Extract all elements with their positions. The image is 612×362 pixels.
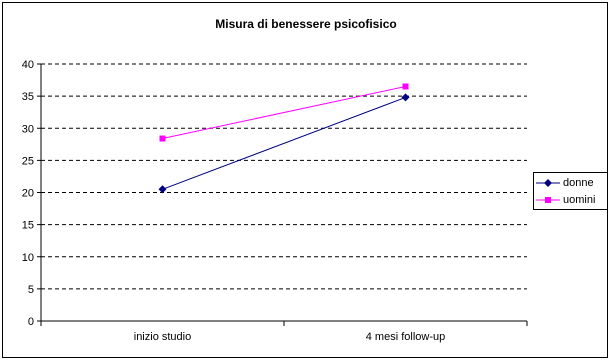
legend-item-donne: donne [536, 175, 594, 191]
x-tick-label-0: inizio studio [134, 331, 191, 343]
legend-marker-uomini [536, 197, 560, 203]
point-donne-0 [158, 185, 167, 194]
chart-title: Misura di benessere psicofisico [215, 17, 397, 31]
legend-marker-donne [536, 179, 560, 187]
y-tick-label-10: 10 [22, 252, 34, 264]
legend-item-uomini: uomini [536, 192, 595, 208]
point-uomini-1 [402, 83, 409, 90]
series-line-uomini [162, 85, 406, 140]
legend-label-uomini: uomini [563, 194, 596, 206]
y-tick-label-15: 15 [22, 220, 34, 232]
y-tick-label-0: 0 [28, 316, 34, 328]
chart-frame: Misura di benessere psicofisico [2, 2, 608, 358]
series-line-donne [162, 96, 406, 190]
y-tick-label-40: 40 [22, 59, 34, 71]
point-donne-1 [401, 93, 410, 102]
point-uomini-0 [159, 135, 166, 142]
y-tick-label-25: 25 [22, 155, 34, 167]
legend-label-donne: donne [563, 177, 594, 189]
y-tick-label-20: 20 [22, 188, 34, 200]
y-tick-label-5: 5 [28, 284, 34, 296]
y-tick-label-35: 35 [22, 91, 34, 103]
legend: donne uomini [533, 172, 608, 210]
x-tick-label-1: 4 mesi follow-up [366, 331, 445, 343]
y-tick-label-30: 30 [22, 123, 34, 135]
